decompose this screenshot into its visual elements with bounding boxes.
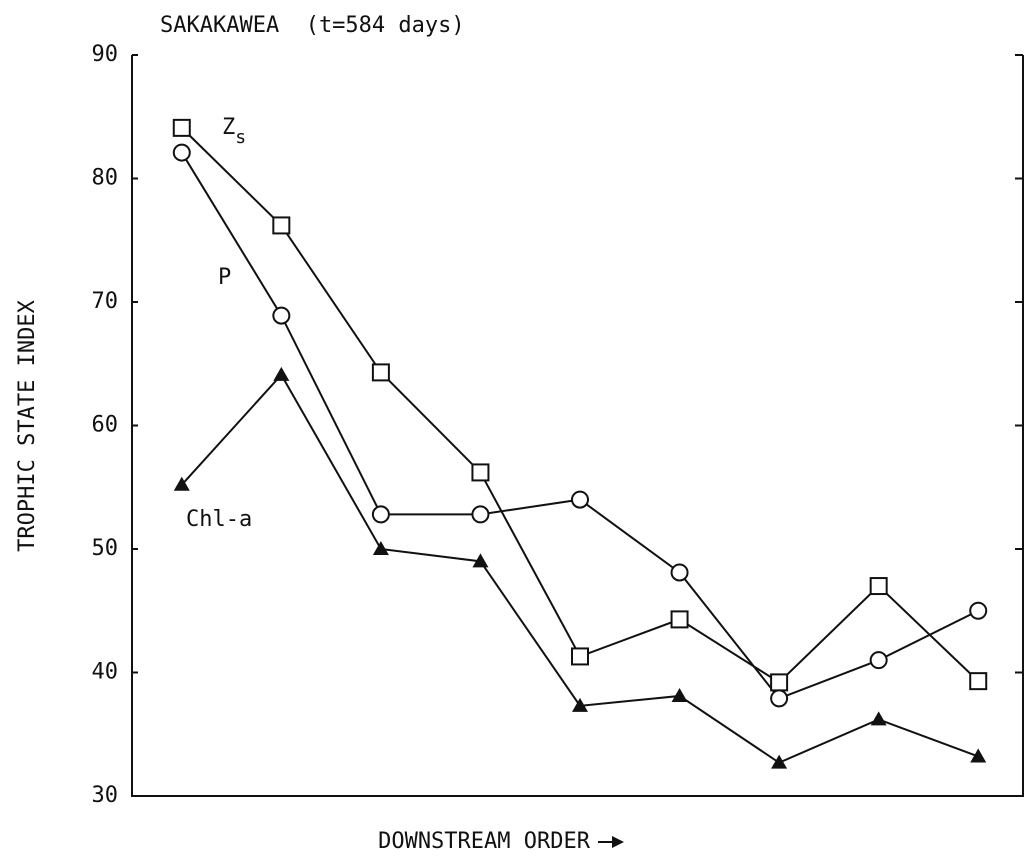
triangle-marker	[870, 711, 887, 726]
triangle-marker	[771, 754, 788, 769]
y-tick-label: 90	[92, 42, 119, 67]
y-axis-label: TROPHIC STATE INDEX	[15, 299, 40, 551]
square-marker	[571, 647, 589, 666]
plot-frame	[131, 55, 1024, 797]
circle-marker	[371, 505, 390, 524]
circle-marker	[571, 490, 589, 509]
circle-marker	[969, 601, 988, 620]
square-marker	[869, 577, 888, 596]
triangle-marker	[273, 366, 290, 381]
y-tick-label: 80	[92, 166, 119, 191]
square-marker	[969, 672, 988, 691]
triangle-marker	[173, 476, 190, 491]
circle-marker	[869, 651, 888, 670]
square-marker	[172, 118, 191, 137]
series-label: Chl-a	[186, 507, 252, 532]
y-tick-label: 60	[92, 413, 119, 438]
x-label-arrow	[598, 836, 624, 848]
triangle-marker	[472, 553, 489, 568]
chart-title: SAKAKAWEA (t=584 days)	[160, 13, 465, 38]
series-label: Zs	[222, 115, 246, 148]
triangle-marker	[970, 748, 987, 763]
circle-marker	[272, 306, 291, 325]
y-tick-label: 70	[92, 289, 119, 314]
y-tick-label: 40	[92, 660, 119, 685]
series-line	[180, 152, 979, 700]
triangle-marker	[671, 687, 688, 702]
circle-marker	[172, 143, 191, 162]
square-marker	[272, 216, 291, 235]
circle-marker	[670, 563, 689, 582]
x-axis-label: DOWNSTREAM ORDER	[378, 829, 591, 854]
series-line	[181, 127, 979, 684]
circle-marker	[770, 689, 789, 708]
triangle-marker	[372, 541, 389, 555]
series-label: P	[218, 265, 231, 290]
square-marker	[670, 610, 689, 629]
square-marker	[471, 463, 490, 482]
circle-marker	[471, 505, 490, 524]
square-marker	[770, 673, 789, 692]
y-tick-label: 50	[92, 536, 119, 561]
triangle-marker	[572, 697, 588, 712]
square-marker	[371, 363, 390, 382]
y-tick-label: 30	[92, 783, 119, 808]
